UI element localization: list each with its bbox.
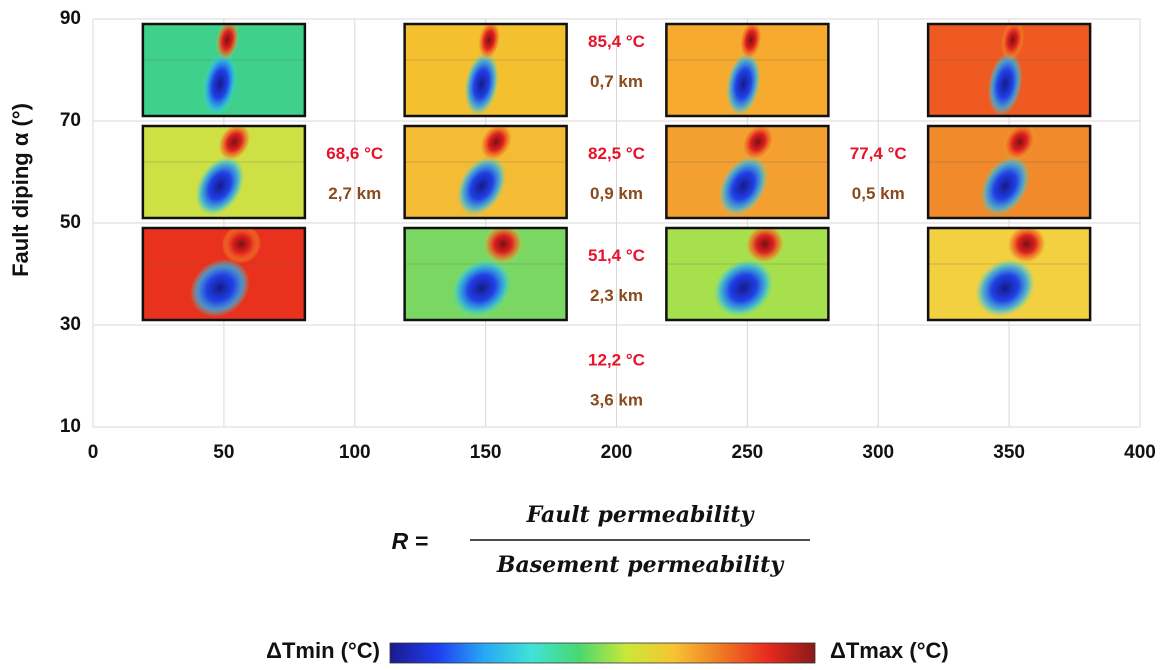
annotation-depth: 3,6 km [590,391,643,410]
y-tick-label: 70 [60,110,81,131]
result-panel [404,126,567,218]
annotation-depth: 0,5 km [852,184,905,203]
y-tick-label: 90 [60,8,81,29]
annotation-temperature: 77,4 °C [850,144,907,163]
annotation-temperature: 68,6 °C [326,144,383,163]
annotation: 77,4 °C 0,5 km [850,144,907,203]
panels [141,22,1092,322]
annotation-depth: 2,7 km [328,184,381,203]
y-tick-label: 10 [60,416,81,437]
x-tick-label: 150 [470,442,502,463]
annotation: 85,4 °C 0,7 km [588,32,645,91]
result-panel [404,24,567,116]
panel-frame [926,124,1092,220]
x-tick-label: 200 [601,442,633,463]
x-tick-label: 50 [213,442,234,463]
result-panel [928,228,1091,320]
x-axis-label-lhs: R = [392,528,428,554]
result-panel [142,228,305,320]
x-axis-label-denominator: Basement permeability [496,552,785,578]
panel-frame [926,226,1092,322]
annotation-temperature: 51,4 °C [588,246,645,265]
y-tick-label: 50 [60,212,81,233]
result-panel [928,126,1091,218]
y-axis-label: Fault diping α (°) [8,103,33,277]
panel-frame [403,124,568,220]
panel-frame [141,124,307,220]
annotation: 51,4 °C 2,3 km [588,246,645,305]
annotation-temperature: 12,2 °C [588,351,645,370]
panel-frame [665,226,830,322]
annotation: 82,5 °C 0,9 km [588,144,645,203]
panel-frame [403,226,568,322]
x-tick-label: 100 [339,442,371,463]
colorbar [389,642,816,664]
x-tick-label: 350 [993,442,1025,463]
annotation: 12,2 °C 3,6 km [588,351,645,410]
annotation: 68,6 °C 2,7 km [326,144,383,203]
colorbar-min-label: ΔTmin (°C) [266,638,380,663]
result-panel [666,228,829,320]
result-panel [666,126,829,218]
x-tick-label: 0 [88,442,99,463]
annotation-temperature: 82,5 °C [588,144,645,163]
result-panel [142,126,305,218]
x-axis-label-numerator: Fault permeability [526,502,756,528]
panel-frame [141,22,307,118]
result-panel [928,24,1091,116]
annotation-temperature: 85,4 °C [588,32,645,51]
panel-frame [141,226,307,322]
x-tick-label: 400 [1124,442,1156,463]
panel-frame [665,22,830,118]
panel-frame [665,124,830,220]
result-panel [666,24,829,116]
colorbar-max-label: ΔTmax (°C) [830,638,949,663]
annotation-depth: 0,9 km [590,184,643,203]
x-tick-label: 250 [732,442,764,463]
panel-frame [926,22,1092,118]
x-tick-label: 300 [862,442,894,463]
panel-frame [403,22,568,118]
y-tick-label: 30 [60,314,81,335]
result-panel [142,24,305,116]
annotation-depth: 2,3 km [590,286,643,305]
result-panel [404,228,567,320]
annotation-depth: 0,7 km [590,72,643,91]
